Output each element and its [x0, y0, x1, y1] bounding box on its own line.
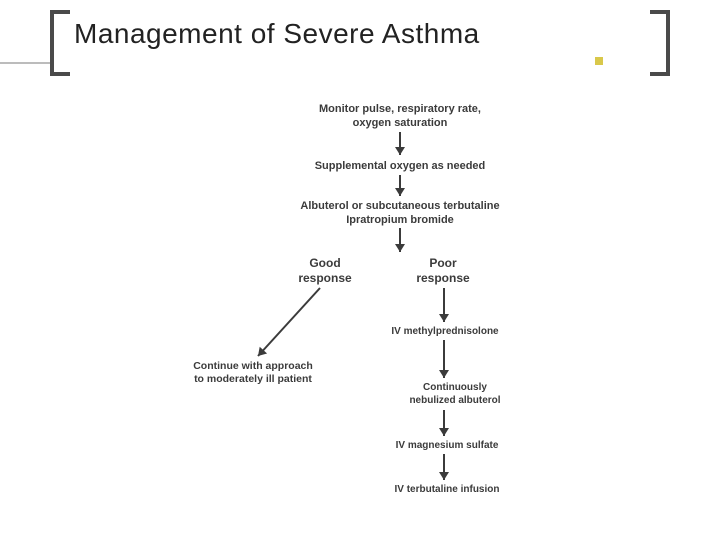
arrow-7-icon [0, 0, 720, 540]
